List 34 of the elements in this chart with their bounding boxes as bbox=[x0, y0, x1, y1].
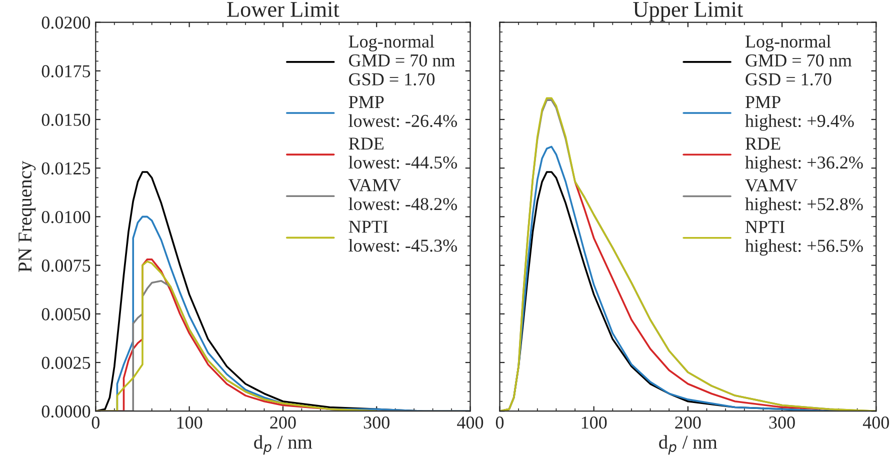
legend-label: RDE highest: +36.2% bbox=[745, 138, 863, 172]
y-tick-label: 0.0075 bbox=[42, 260, 90, 272]
x-tick-label: 400 bbox=[862, 416, 889, 429]
x-tick-label: 300 bbox=[769, 416, 795, 429]
x-tick-label: 300 bbox=[364, 416, 390, 429]
legend-label: RDE lowest: -44.5% bbox=[348, 138, 457, 169]
chart-title: Lower Limit bbox=[227, 2, 340, 17]
legend-label: Log-normal GMD = 70 nm GSD = 1.70 bbox=[348, 34, 455, 86]
chart-title: Upper Limit bbox=[633, 2, 744, 22]
legend-label: NPTI lowest: -45.3% bbox=[348, 220, 457, 252]
legend-label: NPTI highest: +56.5% bbox=[745, 220, 863, 256]
x-tick-label: 200 bbox=[270, 416, 296, 429]
y-tick-label: 0.0025 bbox=[42, 356, 90, 370]
x-axis-title: d$_{p}$ / nm bbox=[254, 435, 312, 455]
legend-label: VAMV lowest: -48.2% bbox=[348, 179, 457, 210]
y-tick-label: 0.0050 bbox=[42, 308, 90, 320]
y-tick-label: 0.0175 bbox=[42, 65, 90, 78]
y-tick-label: 0.0200 bbox=[42, 16, 90, 29]
x-tick-label: 0 bbox=[496, 416, 504, 429]
y-axis-title: PN Frequency bbox=[18, 160, 36, 272]
x-tick-label: 100 bbox=[582, 416, 607, 429]
y-tick-label: 0.0150 bbox=[42, 114, 90, 126]
x-tick-label: 400 bbox=[457, 416, 484, 429]
y-tick-label: 0.0100 bbox=[42, 210, 90, 224]
legend-label: Log-normal GMD = 70 nm GSD = 1.70 bbox=[745, 34, 852, 86]
x-axis-title: d$_{p}$ / nm bbox=[659, 435, 718, 455]
x-tick-label: 200 bbox=[675, 416, 701, 429]
legend-label: VAMV highest: +52.8% bbox=[745, 179, 863, 214]
x-tick-label: 100 bbox=[177, 416, 202, 429]
y-tick-label: 0.0000 bbox=[42, 405, 90, 418]
legend-label: PMP highest: +9.4% bbox=[745, 96, 854, 131]
y-tick-label: 0.0125 bbox=[42, 162, 90, 175]
x-tick-label: 0 bbox=[92, 416, 100, 429]
legend-label: PMP lowest: -26.4% bbox=[348, 96, 457, 128]
